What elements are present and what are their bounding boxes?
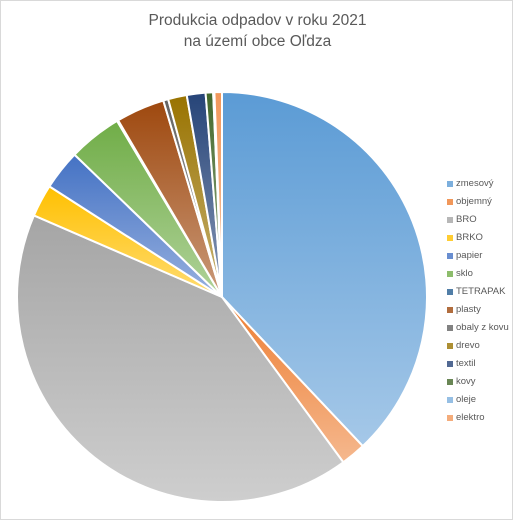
legend-label: obaly z kovu [456,322,509,333]
legend-label: textil [456,358,476,369]
legend-item: TETRAPAK [447,283,513,301]
legend-swatch [447,235,453,241]
legend-swatch [447,217,453,223]
legend-swatch [447,181,453,187]
legend-swatch [447,253,453,259]
legend-item: textil [447,355,513,373]
legend-label: oleje [456,394,477,405]
legend-item: kovy [447,373,513,391]
chart-title-line-2: na území obce Oľdza [183,33,332,50]
legend-swatch [447,415,453,421]
legend-label: papier [456,250,483,261]
legend-item: oleje [447,391,513,409]
legend-item: papier [447,247,513,265]
legend-item: objemný [447,193,513,211]
pie-slice-3 [16,214,345,503]
legend-item: BRKO [447,229,513,247]
legend-swatch [447,379,453,385]
legend-label: drevo [456,340,480,351]
legend-item: BRO [447,211,513,229]
legend-swatch [447,307,453,313]
chart-title: Produkcia odpadov v roku 2021 na území o… [1,10,513,52]
legend-label: elektro [456,412,485,423]
legend-label: TETRAPAK [456,286,506,297]
chart-title-line-1: Produkcia odpadov v roku 2021 [148,12,367,29]
legend-swatch [447,343,453,349]
legend-swatch [447,199,453,205]
legend-label: plasty [456,304,481,315]
legend-item: plasty [447,301,513,319]
legend-item: zmesový [447,175,513,193]
pie-slice-14 [213,90,223,298]
legend-item: obaly z kovu [447,319,513,337]
legend-swatch [447,361,453,367]
legend-item: drevo [447,337,513,355]
legend-label: BRKO [456,232,483,243]
legend-label: sklo [456,268,473,279]
legend-swatch [447,289,453,295]
legend-swatch [447,271,453,277]
legend-label: kovy [456,376,476,387]
legend-swatch [447,397,453,403]
legend-label: objemný [456,196,492,207]
legend-item: sklo [447,265,513,283]
legend: zmesový objemný BRO BRKO papier sklo TETRAPAK p… [447,175,513,427]
legend-label: BRO [456,214,477,225]
pie-slice-1 [221,91,429,448]
legend-label: zmesový [456,178,494,189]
legend-swatch [447,325,453,331]
legend-item: elektro [447,409,513,427]
